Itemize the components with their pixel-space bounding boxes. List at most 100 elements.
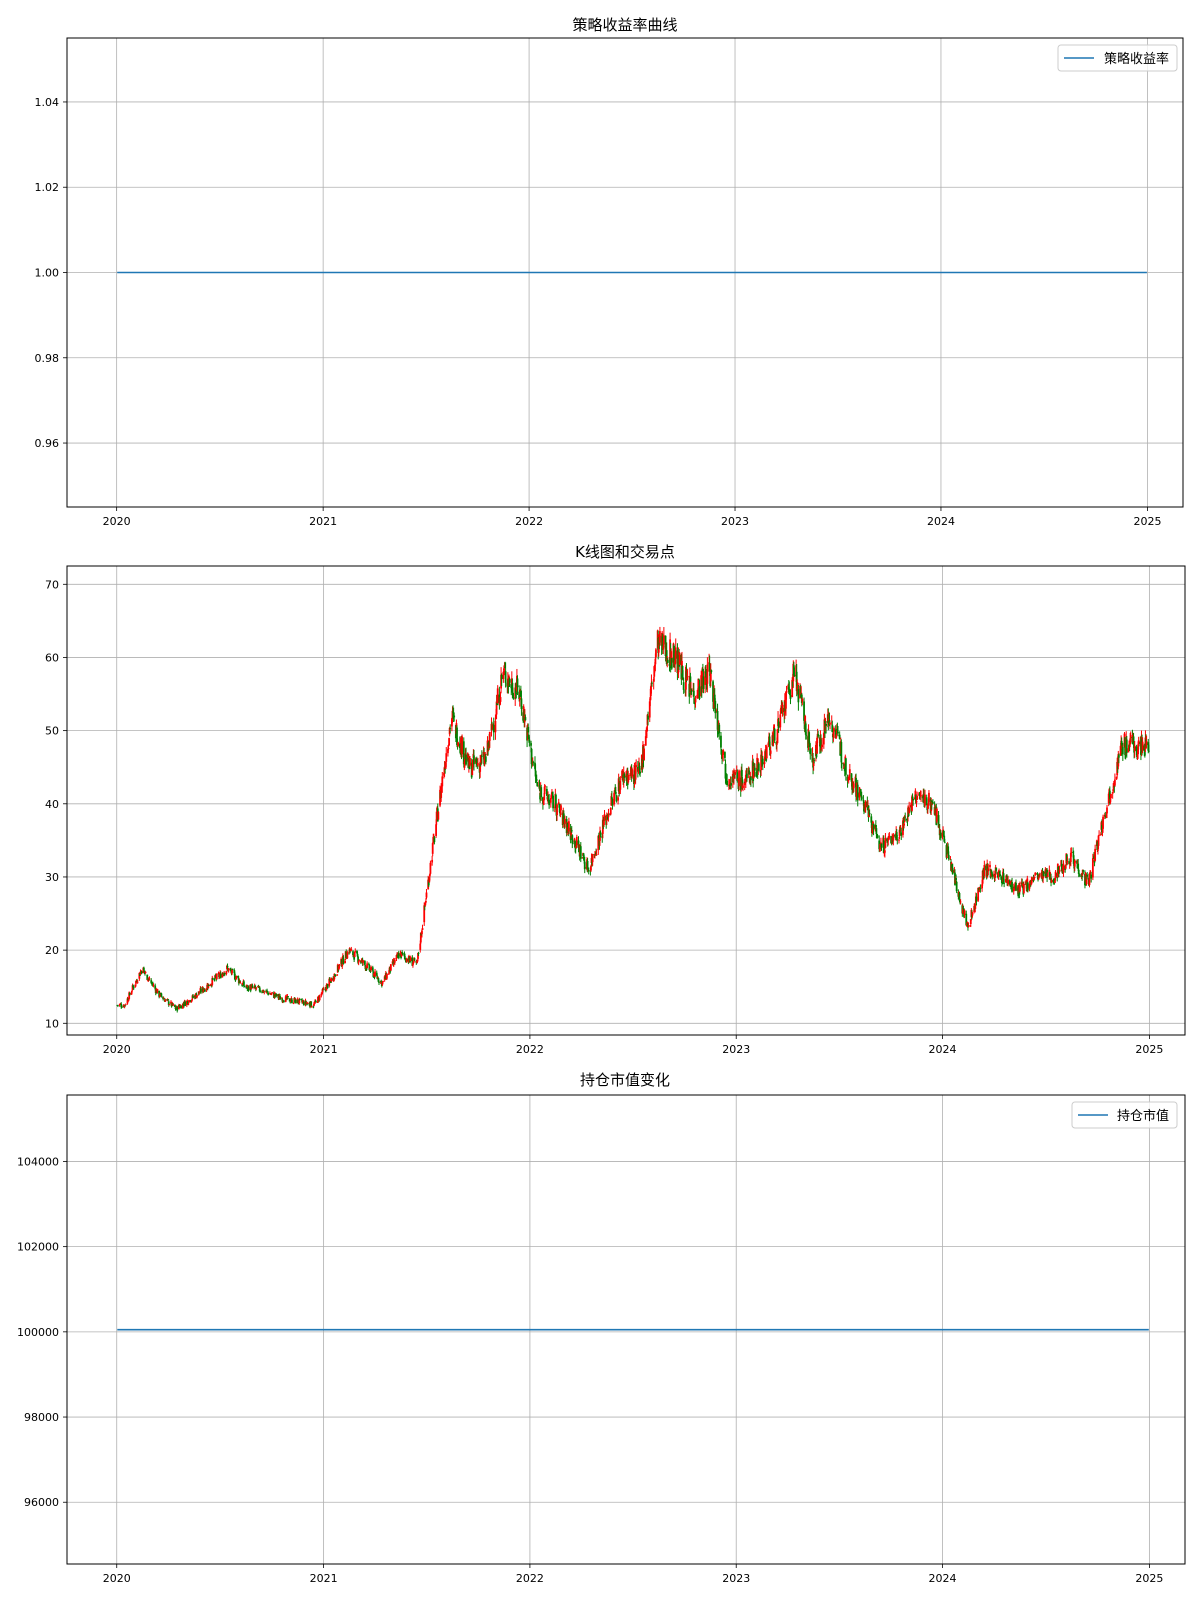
candle-body bbox=[779, 714, 782, 728]
candle-body bbox=[528, 739, 531, 743]
candle-body bbox=[835, 735, 838, 738]
candle-body bbox=[820, 748, 823, 750]
candle-body bbox=[911, 796, 913, 811]
candle-body bbox=[994, 867, 997, 875]
candle-body bbox=[1007, 879, 1009, 885]
candle-body bbox=[270, 993, 273, 995]
candle-body bbox=[413, 958, 416, 960]
candle-body bbox=[664, 635, 667, 657]
returns-legend-label: 策略收益率 bbox=[1104, 51, 1169, 67]
candle-body bbox=[310, 1006, 313, 1008]
candle-body bbox=[763, 762, 766, 765]
candle-body bbox=[279, 996, 281, 1000]
candle-body bbox=[500, 674, 502, 689]
candle-body bbox=[204, 990, 206, 992]
candle-body bbox=[164, 999, 167, 1002]
candle-body bbox=[330, 981, 332, 983]
candle-body bbox=[587, 870, 590, 871]
returns-legend: 策略收益率 bbox=[1057, 44, 1178, 72]
candle-body bbox=[350, 948, 353, 950]
candle-body bbox=[401, 953, 404, 954]
candle-body bbox=[423, 905, 426, 923]
candle-body bbox=[673, 645, 675, 663]
candle-body bbox=[792, 665, 795, 675]
candle-body bbox=[530, 743, 532, 746]
candle-body bbox=[508, 678, 511, 683]
candle-body bbox=[967, 923, 969, 928]
candle-body bbox=[1121, 746, 1124, 755]
candle-body bbox=[831, 724, 834, 733]
candle-body bbox=[791, 681, 794, 687]
candle-body bbox=[1139, 741, 1142, 747]
candle-body bbox=[329, 980, 332, 982]
candle-body bbox=[421, 928, 424, 930]
candle-body bbox=[146, 974, 149, 980]
candle-body bbox=[338, 964, 341, 967]
candle-body bbox=[349, 949, 352, 951]
candle-body bbox=[574, 847, 577, 849]
candle-body bbox=[190, 1001, 193, 1003]
candle-body bbox=[221, 973, 224, 978]
candle-body bbox=[150, 983, 153, 984]
candle-body bbox=[894, 836, 897, 839]
candle-body bbox=[987, 868, 990, 872]
y-tick-label: 96000 bbox=[24, 1496, 59, 1509]
x-tick-label: 2024 bbox=[929, 1043, 957, 1056]
candle-body bbox=[1030, 877, 1033, 883]
candle-body bbox=[298, 998, 301, 1000]
candle-body bbox=[724, 763, 727, 779]
candle-body bbox=[535, 776, 538, 779]
candle-body bbox=[233, 970, 236, 974]
candle-body bbox=[512, 697, 515, 700]
candle-body bbox=[251, 985, 254, 988]
candle-body bbox=[717, 730, 720, 735]
candle-body bbox=[942, 829, 944, 832]
position-legend-box bbox=[1071, 1101, 1178, 1129]
candle-body bbox=[866, 801, 869, 808]
candle-body bbox=[894, 834, 896, 837]
candle-body bbox=[1042, 871, 1045, 877]
candle-body bbox=[139, 971, 142, 975]
candle-body bbox=[817, 734, 820, 737]
candle-body bbox=[789, 690, 791, 696]
candle-body bbox=[448, 738, 450, 746]
candle-body bbox=[805, 734, 808, 736]
candle-body bbox=[606, 815, 609, 817]
candle-body bbox=[1073, 861, 1076, 867]
candle-body bbox=[890, 836, 892, 844]
candle-body bbox=[990, 871, 993, 877]
candle-body bbox=[127, 998, 129, 1001]
candle-body bbox=[827, 714, 830, 723]
candle-body bbox=[693, 699, 696, 704]
candle-body bbox=[652, 679, 655, 682]
candle-body bbox=[320, 993, 323, 996]
candle-body bbox=[884, 837, 887, 848]
candle-body bbox=[947, 846, 950, 854]
candle-body bbox=[482, 751, 485, 756]
candle-body bbox=[502, 672, 505, 679]
candle-body bbox=[838, 734, 841, 739]
x-tick-label: 2025 bbox=[1135, 1043, 1163, 1056]
candle-body bbox=[183, 1004, 185, 1006]
candle-body bbox=[223, 972, 226, 975]
candle-body bbox=[120, 1003, 123, 1008]
candle-body bbox=[499, 703, 501, 705]
candle-body bbox=[605, 815, 608, 821]
candle-body bbox=[291, 999, 293, 1004]
candle-body bbox=[896, 839, 899, 841]
candle-body bbox=[713, 693, 716, 708]
position-grid bbox=[67, 1095, 1185, 1564]
candle-body bbox=[375, 972, 378, 976]
candle-body bbox=[1143, 745, 1146, 752]
candle-body bbox=[997, 871, 1000, 876]
candle-body bbox=[914, 790, 917, 796]
candle-body bbox=[949, 858, 952, 860]
candle-body bbox=[535, 779, 538, 781]
candle-body bbox=[787, 686, 790, 690]
candle-body bbox=[243, 986, 246, 988]
candle-body bbox=[969, 925, 972, 927]
candle-body bbox=[938, 826, 941, 828]
candle-body bbox=[646, 714, 649, 725]
candle-body bbox=[389, 964, 392, 971]
candle-body bbox=[977, 888, 980, 892]
